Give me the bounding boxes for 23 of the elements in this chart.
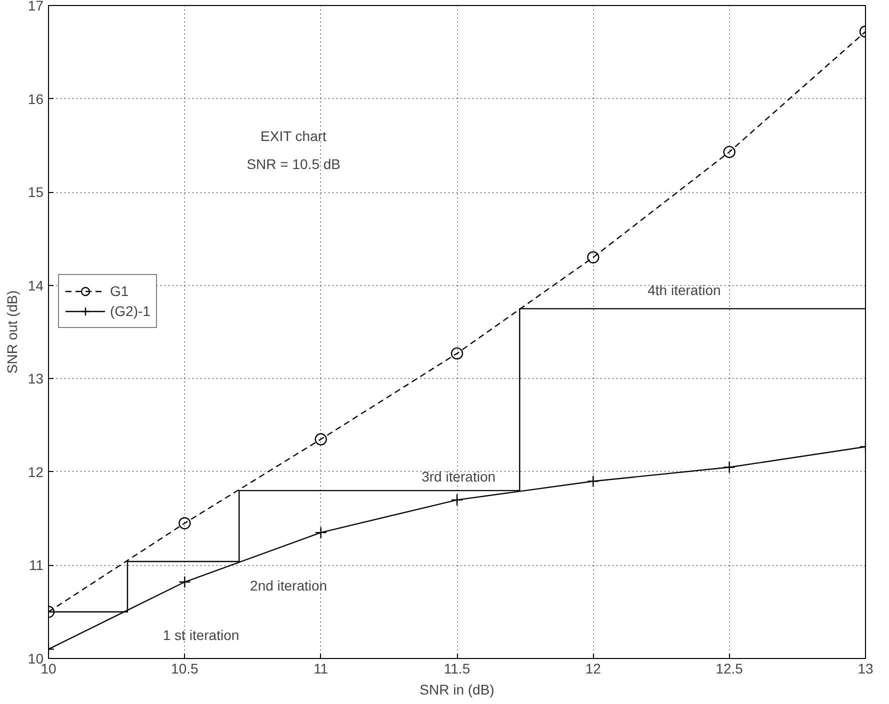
annotation: 2nd iteration xyxy=(250,578,328,594)
annotation: 4th iteration xyxy=(648,282,721,298)
y-tick-label: 17 xyxy=(28,0,44,14)
annotation: EXIT chart xyxy=(260,128,327,144)
y-tick-label: 11 xyxy=(28,557,44,574)
x-tick-label: 12 xyxy=(585,660,602,676)
y-tick-label: 16 xyxy=(28,90,44,107)
x-tick-label: 10.5 xyxy=(171,660,199,676)
legend-label: G1 xyxy=(110,283,130,299)
y-tick-label: 14 xyxy=(28,277,44,294)
y-tick-label: 13 xyxy=(28,370,44,387)
x-tick-label: 11.5 xyxy=(444,660,470,676)
x-tick-label: 13 xyxy=(858,660,874,676)
annotation: SNR = 10.5 dB xyxy=(246,156,340,172)
y-tick-label: 12 xyxy=(28,464,44,480)
x-tick-label: 11 xyxy=(314,660,328,676)
y-tick-label: 15 xyxy=(28,184,44,200)
y-axis-title: SNR out (dB) xyxy=(4,290,20,374)
x-tick-label: 12.5 xyxy=(716,660,744,676)
x-axis-title: SNR in (dB) xyxy=(420,682,494,698)
legend-label: (G2)-1 xyxy=(110,303,150,319)
annotation: 3rd iteration xyxy=(422,468,496,485)
annotation: 1 st iteration xyxy=(162,627,240,644)
